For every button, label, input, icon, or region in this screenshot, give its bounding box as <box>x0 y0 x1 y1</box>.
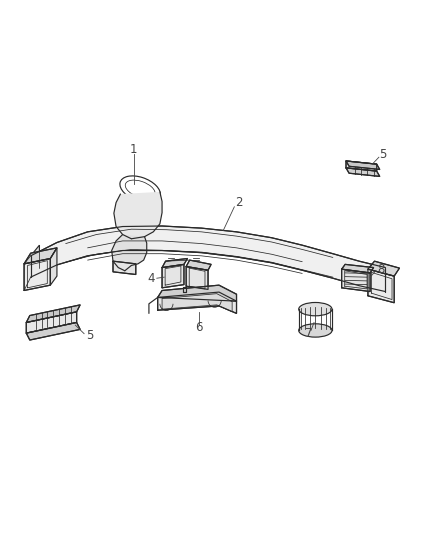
Text: 4: 4 <box>147 272 155 285</box>
Polygon shape <box>346 161 380 169</box>
Polygon shape <box>50 248 57 285</box>
Polygon shape <box>346 161 377 171</box>
Text: 6: 6 <box>195 321 203 334</box>
Text: 5: 5 <box>86 329 93 342</box>
Text: 8: 8 <box>378 263 385 276</box>
Text: 2: 2 <box>235 196 243 209</box>
Polygon shape <box>162 264 184 288</box>
Polygon shape <box>31 226 385 292</box>
Ellipse shape <box>299 324 332 337</box>
Polygon shape <box>31 245 39 277</box>
Polygon shape <box>162 259 187 268</box>
Polygon shape <box>26 312 77 333</box>
Polygon shape <box>112 235 147 271</box>
Polygon shape <box>368 269 394 303</box>
Polygon shape <box>26 305 80 322</box>
Polygon shape <box>186 260 211 270</box>
Polygon shape <box>342 264 374 273</box>
Text: 1: 1 <box>130 143 138 156</box>
Text: 5: 5 <box>380 148 387 161</box>
Polygon shape <box>24 248 57 264</box>
Polygon shape <box>114 192 162 239</box>
Ellipse shape <box>299 303 332 316</box>
Polygon shape <box>186 266 208 289</box>
Polygon shape <box>24 259 50 290</box>
Polygon shape <box>162 294 232 312</box>
Polygon shape <box>113 261 136 274</box>
Polygon shape <box>158 292 237 313</box>
Polygon shape <box>26 322 80 340</box>
Polygon shape <box>368 261 399 276</box>
Polygon shape <box>342 269 370 292</box>
Polygon shape <box>158 285 237 301</box>
Polygon shape <box>346 168 380 176</box>
Text: 7: 7 <box>305 327 313 340</box>
